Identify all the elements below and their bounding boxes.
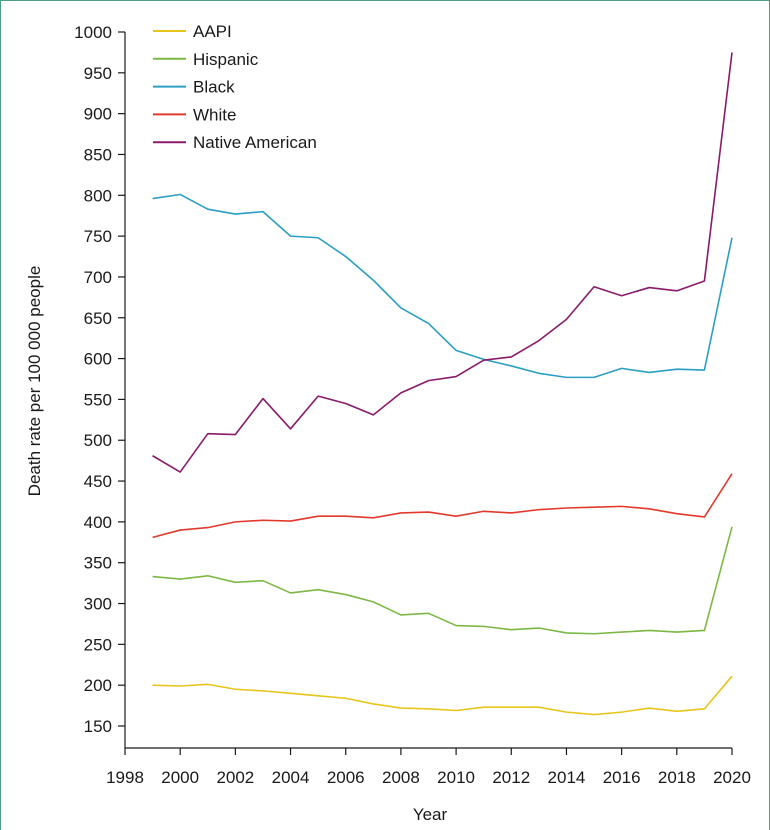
y-tick-label: 600: [84, 350, 112, 369]
series-line-aapi: [152, 675, 733, 716]
y-tick-label: 650: [84, 309, 112, 328]
y-tick-label: 250: [84, 635, 112, 654]
legend-label-native-american: Native American: [193, 133, 317, 152]
x-tick-label: 2014: [548, 768, 586, 787]
y-axis-title: Death rate per 100 000 people: [25, 266, 44, 497]
y-tick-label: 500: [84, 431, 112, 450]
x-tick-label: 2010: [437, 768, 475, 787]
x-tick-label: 2008: [382, 768, 420, 787]
y-tick-label: 850: [84, 145, 112, 164]
x-tick-label: 2012: [492, 768, 530, 787]
series-line-black: [152, 193, 733, 379]
y-tick-label: 300: [84, 595, 112, 614]
axes: 150 200 250 300 350 400 450 500 550 600 650 700 750 8…: [74, 23, 751, 787]
x-axis-title: Year: [413, 805, 448, 824]
series-line-white: [152, 473, 733, 539]
y-tick-label: 1000: [74, 23, 112, 42]
legend-label-black: Black: [193, 78, 235, 97]
y-tick-label: 900: [84, 105, 112, 124]
x-tick-label: 2016: [603, 768, 641, 787]
y-tick-label: 750: [84, 227, 112, 246]
x-tick-label: 2020: [713, 768, 751, 787]
y-tick-label: 550: [84, 390, 112, 409]
y-tick-label: 950: [84, 64, 112, 83]
y-tick-label: 350: [84, 554, 112, 573]
series-line-hispanic: [152, 526, 733, 635]
y-tick-label: 150: [84, 717, 112, 736]
y-tick-label: 700: [84, 268, 112, 287]
y-tick-label: 400: [84, 513, 112, 532]
x-tick-label: 1998: [106, 768, 144, 787]
legend-label-aapi: AAPI: [193, 22, 232, 41]
y-tick-label: 450: [84, 472, 112, 491]
y-tick-label: 800: [84, 186, 112, 205]
legend-label-white: White: [193, 105, 236, 124]
series-line-native-american: [152, 52, 733, 473]
x-tick-label: 2000: [161, 768, 199, 787]
legend-label-hispanic: Hispanic: [193, 50, 259, 69]
series-lines: [152, 52, 733, 716]
x-tick-label: 2006: [327, 768, 365, 787]
y-tick-label: 200: [84, 676, 112, 695]
x-tick-label: 2018: [658, 768, 696, 787]
x-tick-label: 2004: [272, 768, 310, 787]
x-tick-label: 2002: [216, 768, 254, 787]
legend: AAPI Hispanic Black White Native American: [153, 22, 317, 152]
